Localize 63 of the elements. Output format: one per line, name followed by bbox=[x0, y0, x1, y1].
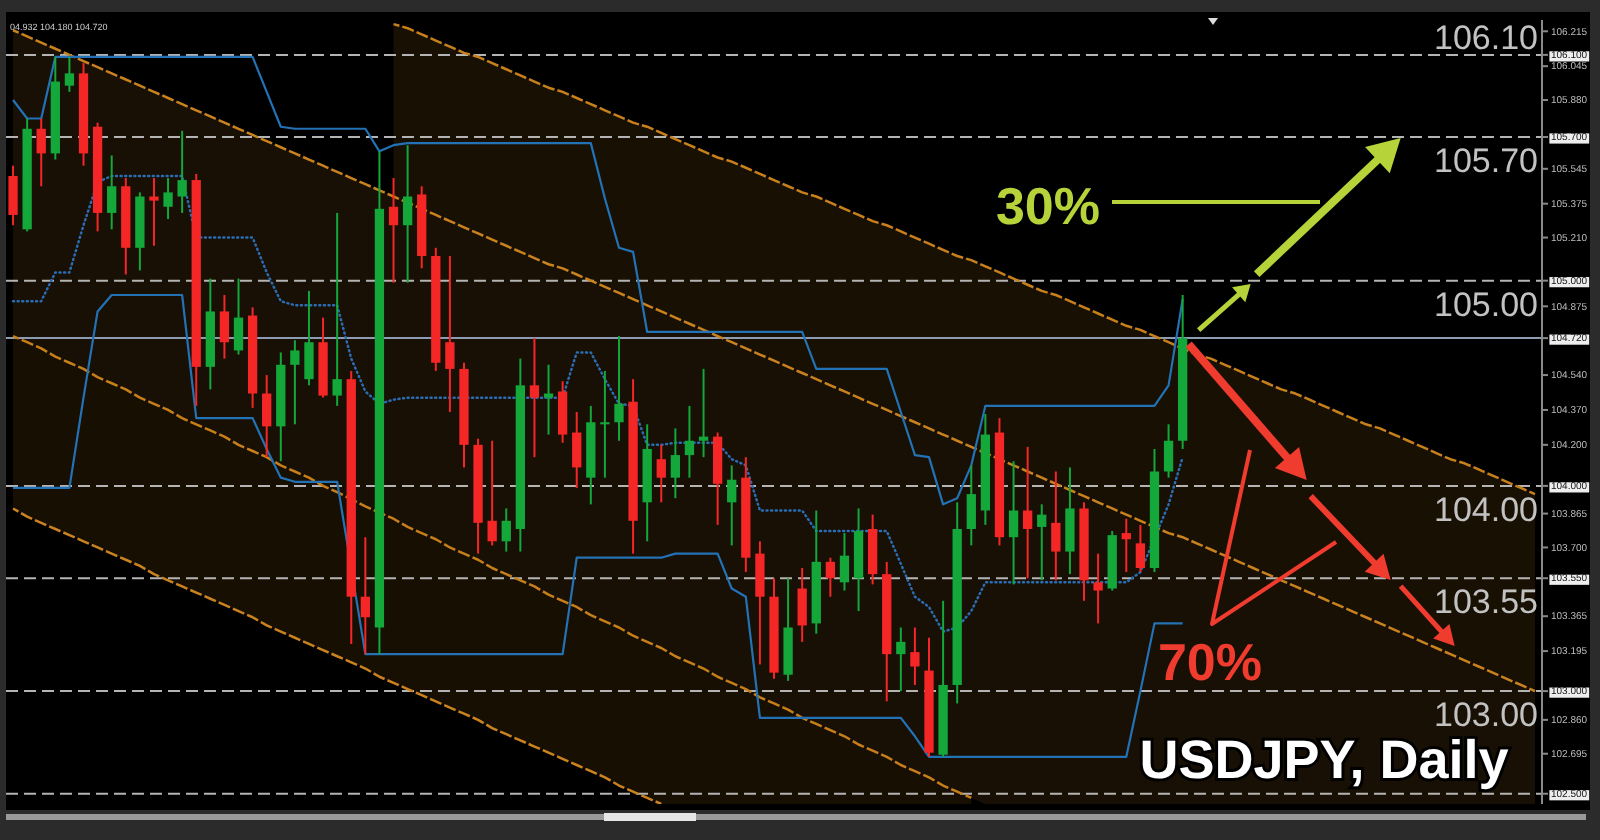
ref-line-label: 103.00 bbox=[1434, 696, 1538, 735]
candlestick bbox=[712, 431, 723, 526]
ref-line-label: 103.55 bbox=[1434, 583, 1538, 622]
candlestick bbox=[1093, 552, 1103, 625]
candlestick bbox=[896, 626, 906, 693]
candlestick bbox=[1163, 423, 1174, 479]
candlestick bbox=[867, 513, 878, 586]
candlestick bbox=[529, 337, 540, 459]
candlestick bbox=[783, 577, 793, 682]
candlestick bbox=[262, 374, 272, 459]
candlestick bbox=[755, 540, 765, 666]
candlestick bbox=[1065, 466, 1075, 576]
candlestick bbox=[487, 439, 497, 547]
candlestick bbox=[360, 536, 370, 656]
candlestick bbox=[1135, 523, 1146, 574]
ref-line-label: 106.10 bbox=[1434, 18, 1538, 57]
candlestick bbox=[727, 464, 737, 547]
candlestick bbox=[1051, 470, 1061, 582]
candlestick bbox=[177, 129, 187, 214]
candlestick bbox=[64, 55, 75, 93]
candlestick bbox=[614, 335, 624, 442]
text: USDJPY, Daily bbox=[1139, 730, 1509, 790]
candlestick bbox=[557, 380, 568, 444]
candlestick bbox=[107, 154, 117, 231]
candlestick bbox=[670, 427, 681, 500]
ref-line-label: 105.00 bbox=[1434, 285, 1538, 324]
candlestick bbox=[698, 367, 709, 459]
candlestick bbox=[656, 443, 666, 504]
candlestick bbox=[1008, 460, 1019, 586]
candlestick bbox=[8, 164, 18, 227]
candlestick bbox=[163, 177, 173, 221]
ref-line-label: 104.00 bbox=[1434, 490, 1538, 529]
candlestick bbox=[445, 255, 455, 413]
candlestick bbox=[219, 294, 230, 360]
line-series bbox=[11, 174, 1184, 633]
candlestick bbox=[1121, 517, 1131, 574]
candlestick bbox=[853, 507, 864, 613]
candlestick bbox=[839, 532, 850, 592]
candlestick bbox=[501, 507, 511, 553]
candlestick bbox=[600, 369, 610, 479]
line-series bbox=[11, 55, 1184, 506]
annotation: 70% bbox=[1157, 632, 1263, 692]
line-series bbox=[392, 22, 1537, 496]
candlestick bbox=[388, 177, 399, 284]
annotation: 30% bbox=[995, 176, 1101, 236]
candlestick bbox=[36, 117, 46, 188]
candlestick bbox=[543, 363, 554, 436]
candlestick bbox=[233, 277, 244, 356]
candlestick bbox=[304, 289, 314, 387]
candlestick bbox=[149, 177, 159, 247]
candlestick bbox=[825, 556, 836, 598]
candlestick bbox=[966, 464, 976, 547]
line-series bbox=[11, 507, 663, 804]
candlestick bbox=[1037, 503, 1047, 582]
candlestick bbox=[572, 411, 582, 489]
candlestick bbox=[332, 211, 342, 407]
candlestick bbox=[402, 144, 413, 284]
candlestick bbox=[684, 404, 695, 479]
candlestick bbox=[290, 339, 300, 426]
candlestick bbox=[797, 566, 807, 643]
ref-line-label: 105.70 bbox=[1434, 141, 1538, 180]
candlestick bbox=[1023, 445, 1033, 580]
candlestick bbox=[910, 626, 920, 686]
